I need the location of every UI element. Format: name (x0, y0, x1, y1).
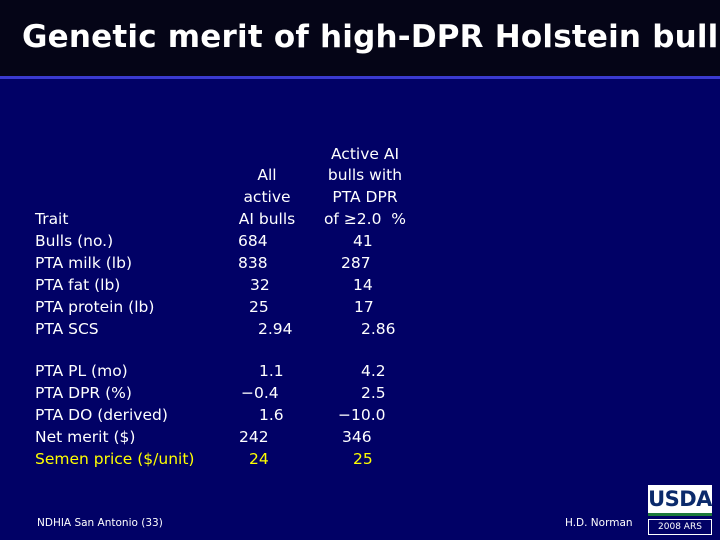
table-row-trait: PTA protein (lb) (35, 298, 155, 316)
table-row-high: 2.5 (361, 384, 386, 402)
header-trait: Trait (35, 210, 69, 228)
table-row-trait-highlight: Semen price ($/unit) (35, 450, 195, 468)
table-row-all: 684 (238, 232, 268, 250)
footer-right-text: H.D. Norman (565, 517, 633, 529)
table-row-trait: PTA SCS (35, 320, 99, 338)
slide-title: Genetic merit of high-DPR Holstein bulls (22, 19, 720, 55)
table-row-all: 242 (239, 428, 269, 446)
table-row-high: 4.2 (361, 362, 386, 380)
table-row-high: 17 (354, 298, 374, 316)
header-high-line4: of ≥2.0 % (323, 210, 407, 228)
table-row-high: 346 (342, 428, 372, 446)
usda-logo-text: USDA (648, 485, 712, 513)
table-row-trait: PTA DPR (%) (35, 384, 132, 402)
header-all-line1: All (257, 166, 277, 184)
table-row-all: 32 (250, 276, 270, 294)
header-high-line3: PTA DPR (332, 188, 398, 206)
logo-badge: 2008 ARS (648, 519, 712, 535)
table-row-trait: PTA DO (derived) (35, 406, 168, 424)
table-row-all-highlight: 24 (249, 450, 269, 468)
table-row-high-highlight: 25 (353, 450, 373, 468)
table-row-trait: PTA PL (mo) (35, 362, 128, 380)
table-row-high: 41 (353, 232, 373, 250)
usda-logo: USDA 2008 ARS (648, 485, 712, 535)
header-all-line2: active (243, 188, 291, 206)
logo-stripe (648, 513, 712, 516)
table-row-all: 1.1 (259, 362, 284, 380)
table-row-trait: Net merit ($) (35, 428, 136, 446)
header-all-line3: AI bulls (238, 210, 296, 228)
header-high-line2: bulls with (327, 166, 403, 184)
table-row-all: 838 (238, 254, 268, 272)
table-row-high: 287 (341, 254, 371, 272)
table-row-all: 2.94 (258, 320, 293, 338)
footer-left-text: NDHIA San Antonio (33) (37, 517, 163, 529)
table-row-high: 2.86 (361, 320, 396, 338)
table-row-high: 14 (353, 276, 373, 294)
title-bar: Genetic merit of high-DPR Holstein bulls (0, 0, 720, 79)
table-row-all: 25 (249, 298, 269, 316)
table-row-trait: PTA milk (lb) (35, 254, 132, 272)
table-row-all: 1.6 (259, 406, 284, 424)
table-row-high: −10.0 (338, 406, 386, 424)
header-high-line1: Active AI (330, 145, 400, 163)
table-row-trait: PTA fat (lb) (35, 276, 121, 294)
table-row-all: −0.4 (241, 384, 279, 402)
table-row-trait: Bulls (no.) (35, 232, 114, 250)
